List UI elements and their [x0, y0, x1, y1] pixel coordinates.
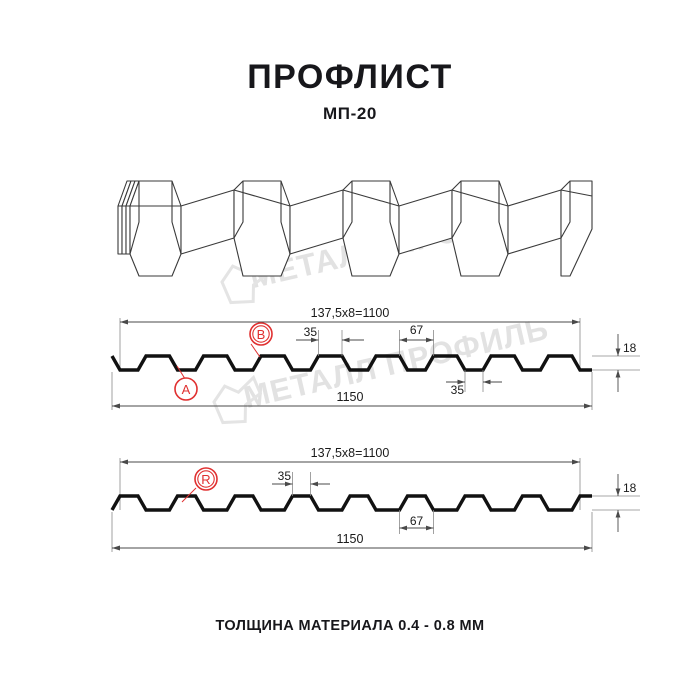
dimension-overall-bottom: 1150 [112, 532, 592, 551]
cross-section-bottom: 137,5x8=1100 1150 35 [110, 446, 640, 552]
dimension-pitch-label-top: 137,5x8=1100 [311, 306, 390, 320]
dimension-rib-lower-label: 35 [451, 383, 465, 397]
dimension-height-bottom: 18 [592, 474, 640, 532]
marker-r: R [181, 467, 218, 503]
material-thickness-note: ТОЛЩИНА МАТЕРИАЛА 0.4 - 0.8 ММ [215, 618, 485, 634]
dimension-pitch-label-bottom: 137,5x8=1100 [311, 446, 390, 460]
dimension-height-label-top: 18 [623, 341, 637, 355]
profile-polyline-top [110, 354, 592, 372]
cross-section-top: 137,5x8=1100 1150 35 [110, 306, 640, 410]
isometric-sheet-view [117, 180, 593, 277]
marker-a: A [174, 365, 198, 401]
dimension-overall-label-bottom: 1150 [337, 532, 364, 546]
dimension-rib-base-67: 67 [399, 323, 434, 356]
dimension-overall-label-top: 1150 [337, 390, 364, 404]
marker-a-label: A [182, 382, 191, 397]
dimension-pitch-bottom: 137,5x8=1100 [120, 446, 580, 465]
dimension-rib-base-67-bottom: 67 [399, 510, 434, 534]
dimension-overall-top: 1150 [112, 390, 592, 409]
dimension-height-label-bottom: 18 [623, 481, 637, 495]
dimension-rib-base-label: 67 [410, 323, 424, 337]
dimension-rib-top-35-bottom: 35 [272, 469, 330, 496]
page-title: ПРОФЛИСТ [247, 58, 453, 96]
extension-lines-top [111, 318, 593, 410]
dimension-rib-lower-35: 35 [446, 370, 502, 397]
dimension-rib-top-label-bottom: 35 [278, 469, 292, 483]
dimension-rib-top-35: 35 [296, 325, 364, 356]
marker-r-label: R [201, 472, 210, 487]
profile-polyline-bottom [110, 494, 592, 512]
page-subtitle: МП-20 [323, 104, 377, 123]
dimension-height-top: 18 [592, 334, 640, 392]
dimension-rib-base-label-bottom: 67 [410, 514, 424, 528]
marker-b-label: B [257, 327, 266, 342]
dimension-pitch-top: 137,5x8=1100 [120, 306, 580, 325]
watermark-logo-icon-2 [212, 374, 263, 425]
extension-lines-bottom [111, 458, 593, 552]
marker-b: B [249, 322, 273, 358]
dimension-rib-top-label: 35 [304, 325, 318, 339]
